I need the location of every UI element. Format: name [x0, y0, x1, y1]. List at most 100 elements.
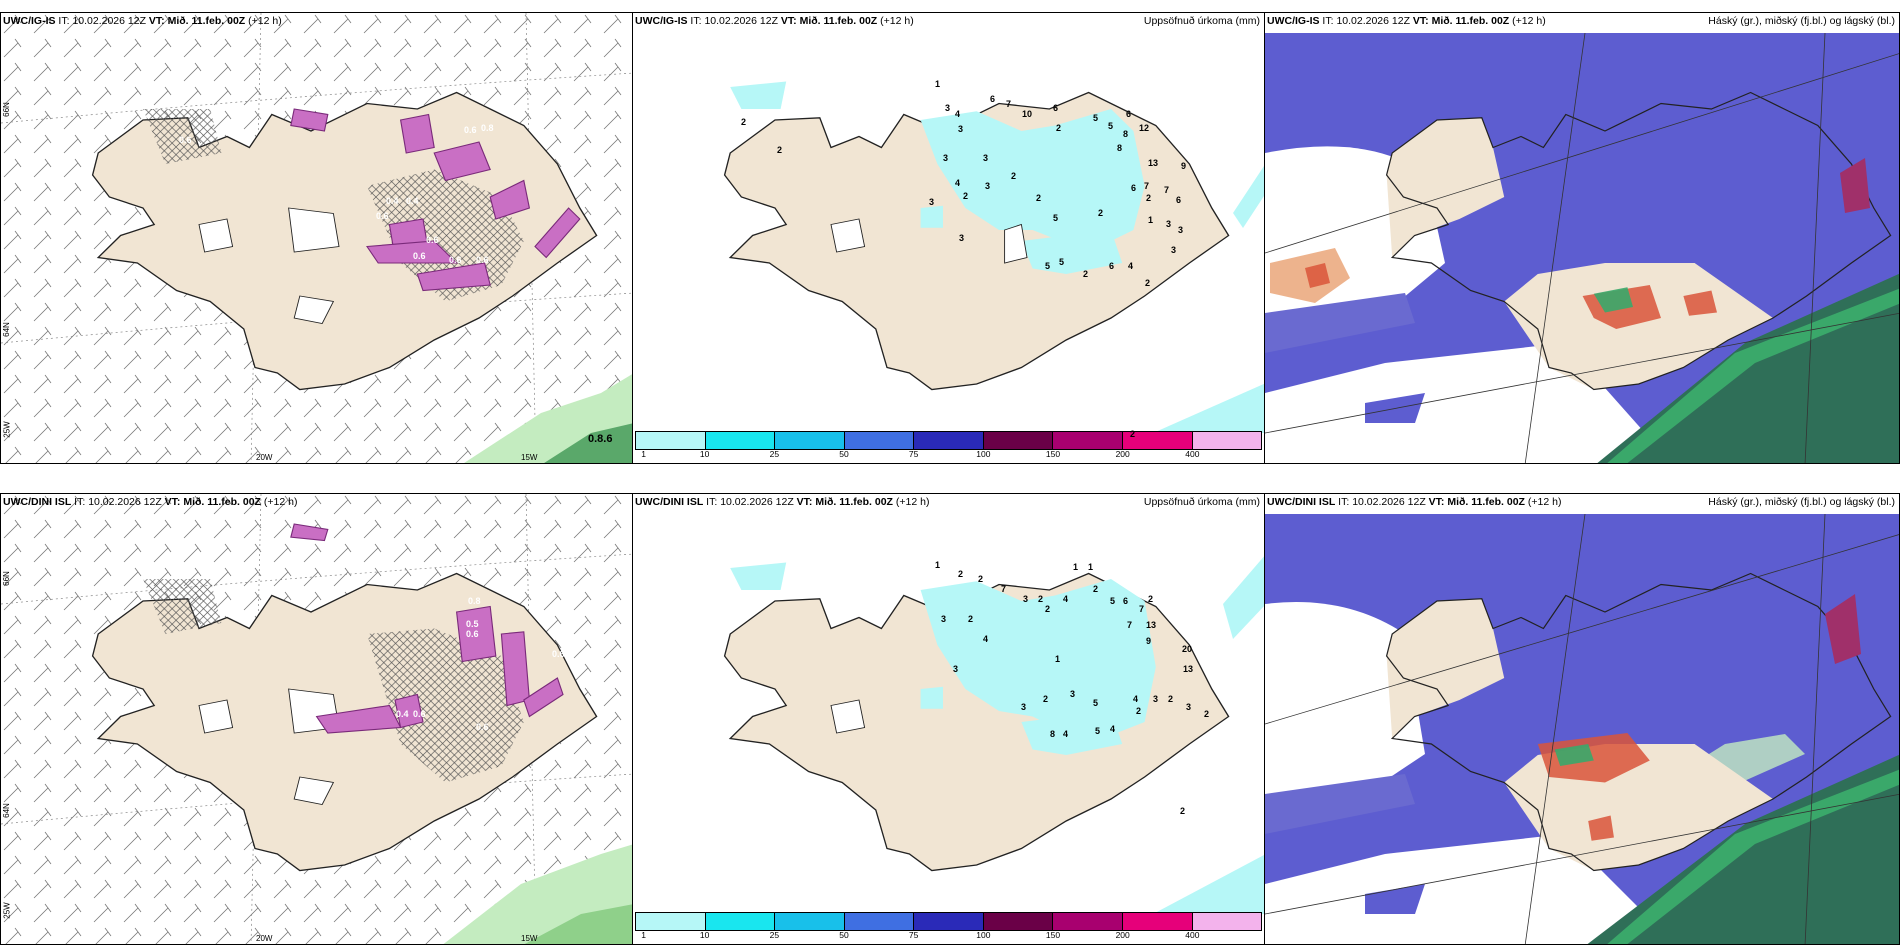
- legend-color-swatch: [914, 913, 984, 930]
- precip-value: 2: [963, 191, 969, 201]
- precip-value: 1: [935, 560, 941, 570]
- legend-tick-label: 75: [908, 930, 919, 940]
- precip-value: 3: [1186, 702, 1192, 712]
- corner-value: 0.8.6: [588, 433, 613, 445]
- precip-value: 4: [1063, 729, 1069, 739]
- map-panel-wind-bottom: UWC/DINI ISL IT: 10.02.2026 12Z VT: Mið.…: [0, 493, 633, 945]
- precip-value: 3: [983, 153, 989, 163]
- legend-colorbar: [635, 912, 1262, 931]
- lat-label-25w: 25W: [2, 421, 12, 438]
- precip-value: 13: [1183, 664, 1194, 674]
- wind-icing-map: [1, 494, 632, 944]
- legend-tick-label: 150: [1045, 449, 1061, 459]
- icing-label: 0.6: [426, 235, 439, 245]
- precip-value: 3: [958, 124, 964, 134]
- legend-tick-label: 75: [908, 449, 919, 459]
- precip-value: 2: [1036, 193, 1042, 203]
- icing-label: 0.6: [476, 722, 489, 732]
- precip-value: 3: [929, 197, 935, 207]
- legend-color-swatch: [1053, 913, 1123, 930]
- precip-value: 6: [990, 94, 996, 104]
- cloud-map: [1265, 32, 1899, 463]
- precip-value: 4: [955, 109, 961, 119]
- legend-tick-label: 100: [976, 930, 991, 940]
- precip-value: 3: [1178, 225, 1184, 235]
- legend-color-swatch: [1192, 432, 1262, 449]
- lat-label-66n: 66N: [1, 571, 11, 586]
- legend-color-swatch: [775, 432, 845, 449]
- icing-label: 0.4: [406, 196, 419, 206]
- legend-tick-label: 200: [1115, 930, 1130, 940]
- precip-value: 5: [1108, 121, 1114, 131]
- precip-value: 6: [1123, 596, 1129, 606]
- map-panel-clouds-top: UWC/IG-IS IT: 10.02.2026 12Z VT: Mið. 11…: [1264, 12, 1900, 464]
- precip-value: 4: [1110, 724, 1116, 734]
- precip-legend: 1 10 25 50 75 100 150 200 400: [635, 912, 1262, 942]
- legend-color-swatch: [983, 432, 1054, 449]
- precip-value: 6: [1176, 195, 1182, 205]
- legend-color-swatch: [914, 432, 984, 449]
- precip-value: 2: [1168, 694, 1174, 704]
- precip-value: 2: [741, 117, 747, 127]
- precip-value: 3: [1171, 245, 1177, 255]
- panel-header: UWC/IG-IS IT: 10.02.2026 12Z VT: Mið. 11…: [1267, 15, 1895, 27]
- legend-tick-label: 100: [976, 449, 991, 459]
- map-panel-clouds-bottom: UWC/DINI ISL IT: 10.02.2026 12Z VT: Mið.…: [1264, 493, 1900, 945]
- precip-value: 3: [959, 233, 965, 243]
- legend-tick-label: 1: [641, 930, 646, 940]
- precip-value: 5: [1093, 698, 1099, 708]
- legend-color-swatch: [1053, 432, 1123, 449]
- precip-value: 3: [1166, 219, 1172, 229]
- icing-label: 0.5: [466, 619, 479, 629]
- precip-value: 6: [1109, 261, 1115, 271]
- precip-value: 2: [1011, 171, 1017, 181]
- precip-value: 2: [1056, 123, 1062, 133]
- precip-value: 4: [1133, 694, 1139, 704]
- precip-value: 2: [1148, 594, 1154, 604]
- precip-value: 4: [955, 178, 961, 188]
- precip-value: 5: [1110, 596, 1116, 606]
- wind-icing-map: [1, 13, 632, 463]
- precip-value: 3: [1153, 694, 1159, 704]
- legend-tick-label: 400: [1185, 930, 1200, 940]
- precip-value: 8: [1123, 129, 1129, 139]
- precip-value: 6: [1126, 109, 1132, 119]
- lon-label-15w: 15W: [521, 934, 538, 943]
- legend-tick-label: 1: [641, 449, 646, 459]
- icing-label: 0.8: [468, 596, 481, 606]
- precip-value: 2: [958, 569, 964, 579]
- legend-tick-label: 400: [1185, 449, 1200, 459]
- precip-value: 3: [945, 103, 951, 113]
- precip-value: 9: [1181, 161, 1187, 171]
- precip-value: 3: [941, 614, 947, 624]
- icing-label: 0.6: [464, 125, 477, 135]
- precip-value: 7: [1164, 185, 1170, 195]
- precip-value: 10: [1022, 109, 1033, 119]
- precip-value: 7: [1127, 620, 1133, 630]
- legend-color-swatch: [844, 432, 915, 449]
- icing-label: 0.6: [376, 211, 389, 221]
- precip-value: 5: [1059, 257, 1065, 267]
- precip-value: 2: [1204, 709, 1210, 719]
- legend-color-swatch: [636, 432, 706, 449]
- legend-tick-label: 25: [769, 930, 780, 940]
- legend-tick-label: 25: [769, 449, 780, 459]
- precip-value: 5: [1095, 726, 1101, 736]
- icing-label: 0.4: [386, 196, 399, 206]
- precip-value: 3: [1023, 594, 1029, 604]
- panel-header: UWC/DINI ISL IT: 10.02.2026 12Z VT: Mið.…: [3, 496, 298, 508]
- precip-value: 2: [1083, 269, 1089, 279]
- precip-value: 1: [935, 79, 941, 89]
- panel-header: UWC/DINI ISL IT: 10.02.2026 12Z VT: Mið.…: [1267, 496, 1895, 508]
- precip-value: 2: [777, 145, 783, 155]
- icing-label: 0.6: [552, 649, 565, 659]
- legend-tick-label: 200: [1115, 449, 1130, 459]
- icing-label: 0.4: [396, 709, 409, 719]
- lon-label-20w: 20W: [256, 934, 273, 943]
- precip-value: 7: [1001, 584, 1007, 594]
- legend-tick-label: 50: [839, 930, 849, 940]
- lon-label-15w: 15W: [521, 453, 538, 462]
- precip-value: 2: [1045, 604, 1051, 614]
- legend-color-swatch: [636, 913, 706, 930]
- precip-value: 5: [1045, 261, 1051, 271]
